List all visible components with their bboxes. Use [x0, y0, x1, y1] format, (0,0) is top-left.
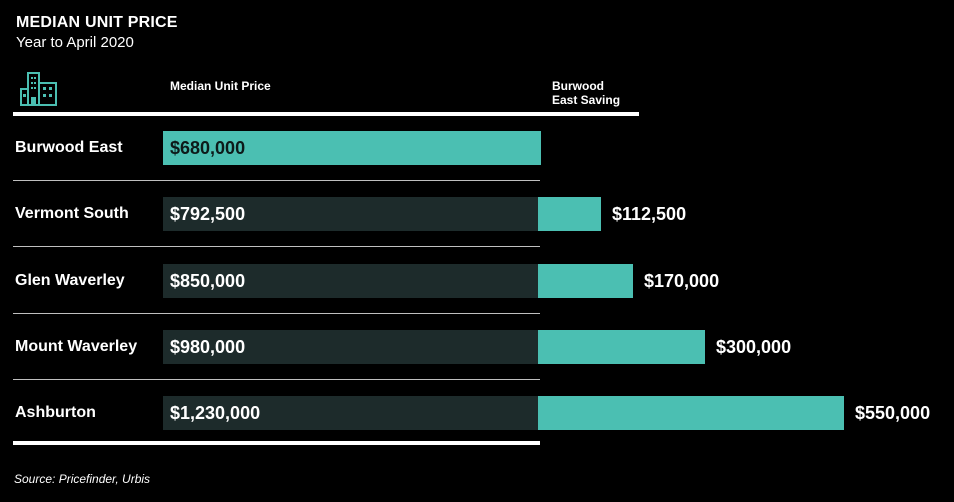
row-label: Ashburton [15, 404, 96, 421]
price-label: $980,000 [170, 337, 246, 357]
saving-label: $550,000 [855, 403, 931, 423]
column-header-price: Median Unit Price [170, 79, 271, 93]
row-label: Mount Waverley [15, 338, 138, 355]
row-label: Vermont South [15, 205, 129, 222]
price-label: $680,000 [170, 138, 246, 158]
saving-label: $300,000 [716, 337, 792, 357]
price-bar [163, 131, 541, 165]
source-note: Source: Pricefinder, Urbis [14, 472, 151, 486]
column-header-saving: Burwood East Saving [552, 79, 620, 107]
row-divider [13, 313, 540, 314]
price-bar [163, 330, 538, 364]
footer-rule [13, 441, 540, 445]
price-bar [163, 396, 538, 430]
header-rule [13, 112, 639, 116]
saving-bar [538, 197, 601, 231]
row-divider [13, 180, 540, 181]
chart-subtitle: Year to April 2020 [16, 34, 134, 51]
price-bar [163, 264, 538, 298]
saving-bar [538, 264, 633, 298]
price-bar [163, 197, 538, 231]
saving-label: $112,500 [612, 204, 687, 224]
building-icon [20, 72, 57, 106]
row-label: Burwood East [15, 139, 123, 156]
saving-label: $170,000 [644, 271, 720, 291]
row-divider [13, 379, 540, 380]
column-header-saving-line1: Burwood [552, 79, 604, 93]
row-divider [13, 246, 540, 247]
row-label: Glen Waverley [15, 272, 125, 289]
saving-bar [538, 330, 705, 364]
column-header-saving-line2: East Saving [552, 93, 621, 107]
price-label: $792,500 [170, 204, 246, 224]
saving-bar [538, 396, 844, 430]
price-label: $850,000 [170, 271, 246, 291]
price-label: $1,230,000 [170, 403, 261, 423]
chart-title: MEDIAN UNIT PRICE [16, 14, 178, 31]
